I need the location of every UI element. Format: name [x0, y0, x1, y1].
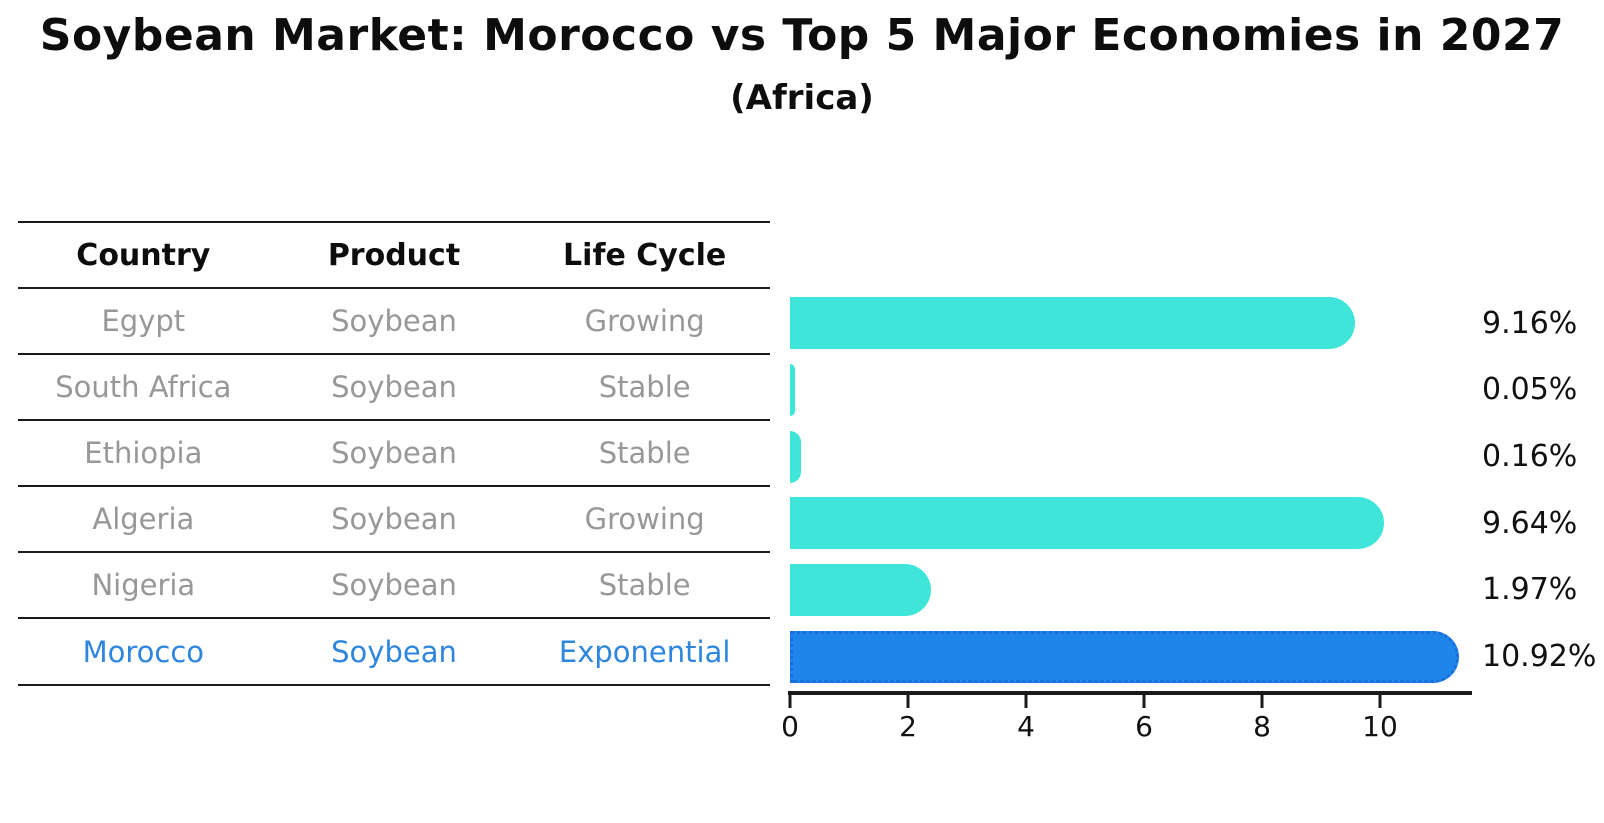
- cell-life-cycle: Exponential: [558, 634, 731, 669]
- cell-product: Soybean: [331, 502, 457, 537]
- bar-morocco: [790, 630, 1460, 683]
- cell-country: Nigeria: [91, 568, 196, 603]
- x-tick-mark: [1024, 694, 1028, 708]
- bar-nigeria: [790, 563, 932, 616]
- table-row-nigeria: Nigeria Soybean Stable: [18, 553, 770, 620]
- cell-life-cycle: Stable: [598, 568, 691, 603]
- table-row-egypt: Egypt Soybean Growing: [18, 289, 770, 356]
- cell-life-cycle: Growing: [584, 502, 705, 537]
- cell-product: Soybean: [331, 634, 457, 669]
- value-label-south-africa: 0.05%: [1482, 372, 1578, 408]
- cell-life-cycle: Stable: [598, 370, 691, 405]
- x-axis-line: [788, 691, 1472, 695]
- chart-title: Soybean Market: Morocco vs Top 5 Major E…: [39, 10, 1565, 61]
- x-tick-label: 6: [1135, 710, 1153, 743]
- col-header-country: Country: [76, 237, 211, 273]
- bar-chart: [790, 290, 1474, 690]
- col-header-lifecycle: Life Cycle: [563, 237, 727, 273]
- x-tick-label: 0: [781, 710, 799, 743]
- table-row-morocco: Morocco Soybean Exponential: [18, 619, 770, 686]
- cell-product: Soybean: [331, 370, 457, 405]
- cell-product: Soybean: [331, 436, 457, 471]
- chart-subtitle: (Africa): [730, 78, 874, 118]
- bar-row: [790, 623, 1474, 690]
- bar-south-africa: [790, 363, 795, 416]
- x-tick-mark: [906, 694, 910, 708]
- bar-row: [790, 290, 1474, 357]
- x-tick-label: 4: [1017, 710, 1035, 743]
- value-label-egypt: 9.16%: [1482, 305, 1578, 341]
- bar-algeria: [790, 497, 1384, 550]
- table-row-algeria: Algeria Soybean Growing: [18, 487, 770, 554]
- x-tick-label: 10: [1362, 710, 1398, 743]
- bar-row: [790, 557, 1474, 624]
- x-tick-mark: [1378, 694, 1382, 708]
- bar-row: [790, 490, 1474, 557]
- value-label-nigeria: 1.97%: [1482, 572, 1578, 608]
- country-table: Country Product Life Cycle Egypt Soybean G…: [18, 221, 770, 686]
- cell-life-cycle: Growing: [584, 304, 705, 339]
- x-axis: 0 2 4 6 8 10: [781, 691, 1472, 751]
- cell-country: Ethiopia: [84, 436, 203, 471]
- bar-value-labels: 9.16% 0.05% 0.16% 9.64% 1.97% 10.92%: [1482, 290, 1596, 690]
- cell-country: Algeria: [92, 502, 195, 537]
- table-header-row: Country Product Life Cycle: [18, 221, 770, 289]
- x-tick-mark: [788, 694, 792, 708]
- bar-egypt: [790, 297, 1356, 350]
- value-label-ethiopia: 0.16%: [1482, 439, 1578, 475]
- cell-product: Soybean: [331, 568, 457, 603]
- x-tick-label: 2: [899, 710, 917, 743]
- cell-life-cycle: Stable: [598, 436, 691, 471]
- x-tick-mark: [1142, 694, 1146, 708]
- table-body: Egypt Soybean Growing South Africa Soybean St…: [18, 289, 770, 686]
- table-row-south-africa: South Africa Soybean Stable: [18, 355, 770, 422]
- cell-country: Morocco: [82, 634, 205, 669]
- cell-country: Egypt: [101, 304, 186, 339]
- x-tick-label: 8: [1253, 710, 1271, 743]
- col-header-product: Product: [327, 237, 461, 273]
- x-tick-mark: [1260, 694, 1264, 708]
- value-label-morocco: 10.92%: [1482, 639, 1597, 675]
- table-row-ethiopia: Ethiopia Soybean Stable: [18, 421, 770, 488]
- bar-ethiopia: [790, 430, 802, 483]
- cell-product: Soybean: [331, 304, 457, 339]
- value-label-algeria: 9.64%: [1482, 505, 1578, 541]
- bar-row: [790, 423, 1474, 490]
- bar-row: [790, 357, 1474, 424]
- cell-country: South Africa: [55, 370, 232, 405]
